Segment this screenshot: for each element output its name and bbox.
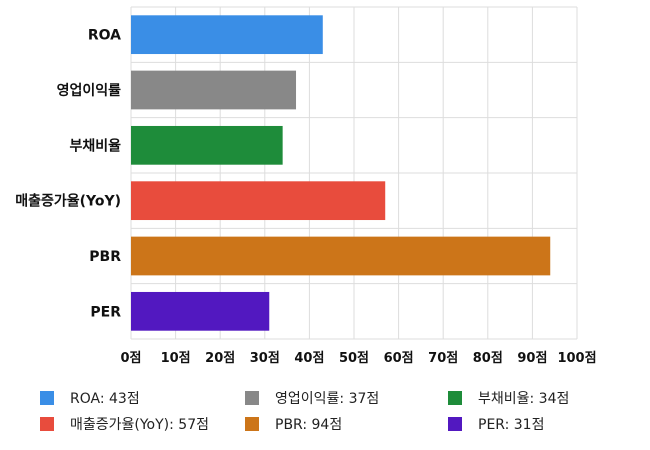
legend-swatch — [40, 391, 54, 405]
bar-0 — [131, 15, 323, 55]
grid-lines — [130, 6, 578, 340]
bar-2 — [131, 125, 283, 165]
legend-swatch — [245, 417, 259, 431]
legend-item-operating-margin: 영업이익률: 37점 — [245, 388, 379, 408]
legend-label: ROA: 43점 — [70, 391, 140, 407]
x-tick-label: 10점 — [161, 351, 191, 366]
legend-label: PER: 31점 — [478, 417, 545, 433]
x-tick-label: 90점 — [517, 351, 547, 366]
bar-4 — [131, 236, 551, 276]
bar-5 — [131, 291, 270, 331]
x-tick-label: 30점 — [250, 351, 280, 366]
category-label: 매출증가율(YoY) — [15, 193, 121, 210]
legend-label: 영업이익률: 37점 — [275, 391, 380, 407]
x-tick-label: 60점 — [384, 351, 414, 366]
legend-label: 매출증가율(YoY): 57점 — [70, 417, 209, 433]
legend-swatch — [40, 417, 54, 431]
legend-item-roa: ROA: 43점 — [40, 388, 140, 408]
bar-3 — [131, 181, 386, 221]
legend-swatch — [448, 417, 462, 431]
legend-label: 부채비율: 34점 — [478, 391, 570, 407]
x-tick-label: 0점 — [120, 351, 141, 366]
legend-swatch — [448, 391, 462, 405]
bar-1 — [131, 70, 297, 110]
x-tick-label: 40점 — [294, 351, 324, 366]
legend-item-per: PER: 31점 — [448, 414, 544, 434]
bars — [131, 15, 551, 331]
category-label: PBR — [89, 249, 121, 265]
legend-label: PBR: 94점 — [275, 417, 343, 433]
legend-item-pbr: PBR: 94점 — [245, 414, 342, 434]
category-label: PER — [90, 304, 121, 320]
x-axis-tick-labels: 0점 10점 20점 30점 40점 50점 60점 70점 80점 90점 100점 — [120, 351, 596, 366]
legend-item-sales-growth: 매출증가율(YoY): 57점 — [40, 414, 209, 434]
x-tick-label: 50점 — [339, 351, 369, 366]
x-tick-label: 70점 — [428, 351, 458, 366]
legend-swatch — [245, 391, 259, 405]
x-tick-label: 80점 — [473, 351, 503, 366]
category-label: ROA — [88, 28, 121, 44]
x-tick-label: 100점 — [557, 351, 596, 366]
x-tick-label: 20점 — [205, 351, 235, 366]
legend-item-debt-ratio: 부채비율: 34점 — [448, 388, 569, 408]
category-label: 부채비율 — [69, 137, 121, 154]
category-label: 영업이익률 — [57, 82, 122, 99]
